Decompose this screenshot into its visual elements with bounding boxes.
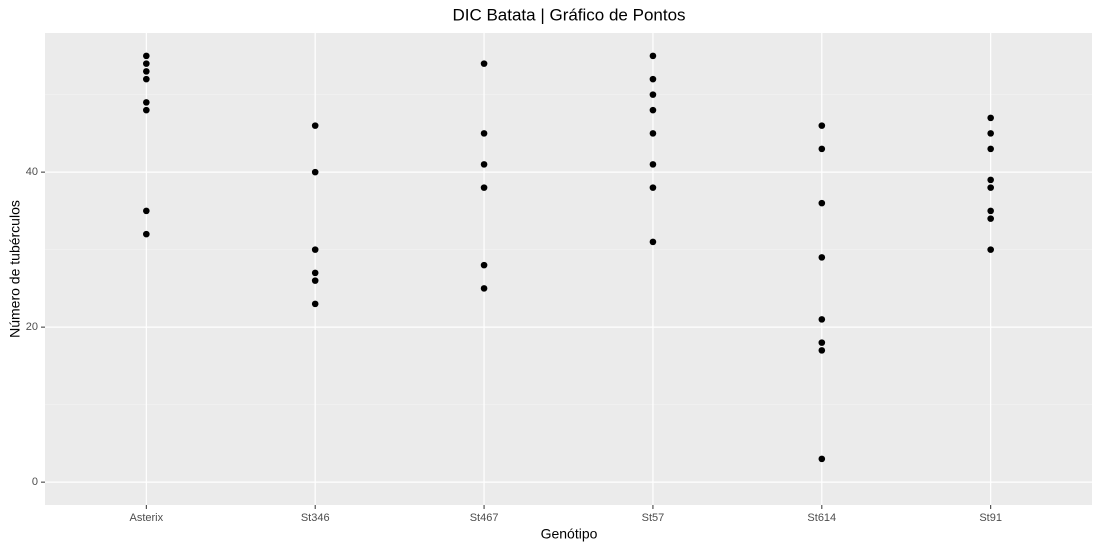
point [818,339,826,346]
point [143,230,150,238]
point [480,285,488,292]
point [649,238,657,246]
panel [45,33,1092,505]
x-tick-label: St346 [301,512,330,524]
point [987,176,994,184]
point [143,68,150,75]
point [818,122,826,129]
y-tick-label: 0 [32,476,38,488]
point [649,184,657,191]
point [649,161,657,168]
point [311,246,319,253]
point [987,145,994,153]
point [480,60,488,67]
point [311,168,319,176]
point [480,161,488,168]
point [987,246,994,253]
point [987,114,994,122]
point [818,455,826,463]
point [818,316,826,323]
x-tick-label: Asterix [130,512,164,524]
point [649,106,657,114]
point [143,99,150,106]
point [143,75,150,83]
point [143,60,150,67]
y-tick-label: 40 [26,166,38,178]
point [311,277,319,284]
x-axis-label: Genótipo [541,526,598,542]
point [649,75,657,83]
point [987,184,994,191]
y-tick-label: 20 [26,321,38,333]
point [987,207,994,215]
point [311,122,319,129]
y-axis-label: Número de tubérculos [7,200,23,338]
point [311,269,319,277]
point [480,130,488,137]
point [818,199,826,207]
point [480,184,488,191]
point [143,207,150,215]
point [818,347,826,354]
x-tick-label: St467 [470,512,499,524]
chart-title: DIC Batata | Gráfico de Pontos [452,5,685,24]
point [987,130,994,137]
x-tick-label: St614 [807,512,836,524]
point [987,215,994,222]
point [649,91,657,98]
point [480,261,488,269]
point [649,52,657,60]
point [311,300,319,308]
point [143,52,150,60]
point [649,130,657,137]
x-tick-label: St91 [979,512,1002,524]
point [143,106,150,114]
point [818,254,826,261]
point [818,145,826,153]
x-tick-label: St57 [642,512,665,524]
